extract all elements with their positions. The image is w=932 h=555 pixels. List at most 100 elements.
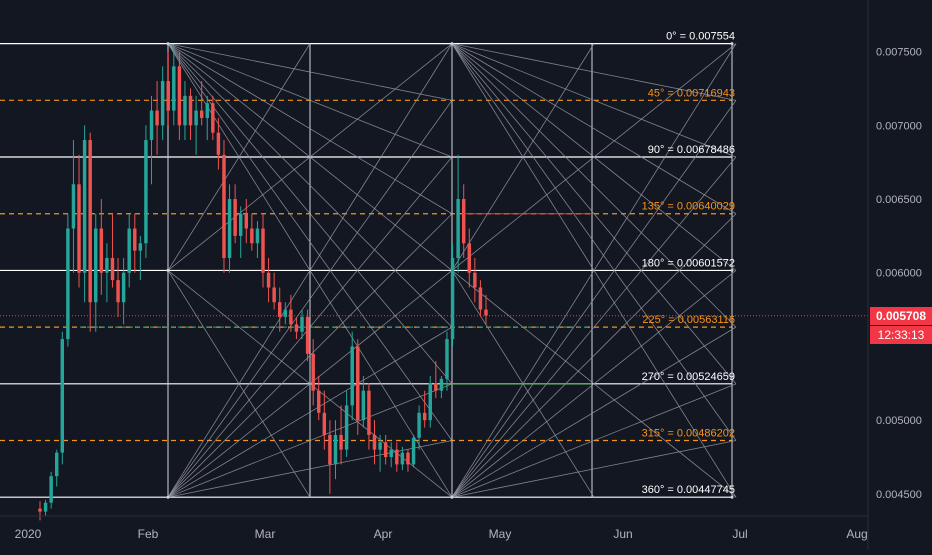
- time-axis-tick-label: Apr: [374, 527, 393, 541]
- candle-body: [144, 140, 148, 244]
- candle-body: [277, 302, 282, 317]
- gann-fan-line-26: [451, 156, 737, 498]
- candle-body: [49, 476, 53, 503]
- candle-body: [283, 309, 288, 317]
- gann-anchor-point-1: [166, 268, 170, 272]
- time-axis-tick-label: Jul: [732, 527, 747, 541]
- candle-body: [255, 228, 260, 244]
- gann-fan-line-24: [451, 43, 737, 498]
- gann-fan-line-8: [451, 43, 737, 101]
- gann-fan-line-30: [451, 383, 737, 498]
- time-axis-tick-label: 2020: [15, 527, 42, 541]
- candle-body: [372, 434, 377, 450]
- gann-fan-line-22: [167, 383, 453, 498]
- candle-body: [395, 449, 399, 465]
- gann-fan-line-18: [167, 156, 453, 498]
- gann-fan-line-29: [451, 326, 737, 498]
- candle-body: [227, 199, 232, 258]
- candle-body: [333, 434, 338, 465]
- gann-fan-line-16: [167, 43, 453, 498]
- gann-anchor-point-8: [730, 495, 734, 499]
- time-axis-tick-label: Jun: [613, 527, 632, 541]
- candle-body: [188, 95, 193, 126]
- candle-body: [250, 228, 254, 244]
- candle-body: [350, 346, 354, 406]
- candle-body: [411, 437, 416, 465]
- gann-fan-line-14: [451, 43, 737, 441]
- price-axis-tick-label: 0.007500: [876, 47, 922, 59]
- gann-level-label-4: 180° = 0.00601572: [642, 257, 735, 269]
- gann-fan-line-1: [167, 43, 453, 158]
- candle-body: [322, 412, 327, 435]
- candle-body: [238, 213, 243, 236]
- price-axis-tick-label: 0.005000: [876, 415, 922, 427]
- gann-fan-line-10: [451, 43, 737, 215]
- gann-level-label-2: 90° = 0.00678486: [648, 144, 735, 156]
- gann-anchor-point-5: [450, 495, 454, 499]
- gann-fan-line-23: [167, 440, 453, 498]
- candle-body: [54, 452, 59, 477]
- candle-body: [60, 339, 65, 453]
- candle-body: [361, 390, 366, 421]
- gann-level-label-0: 0° = 0.007554: [666, 31, 735, 43]
- gann-anchor-point-0: [166, 42, 170, 46]
- candle-body: [110, 258, 115, 281]
- candle-body: [344, 405, 349, 450]
- candle-body: [233, 199, 237, 236]
- gann-level-label-1: 45° = 0.00716943: [648, 87, 735, 99]
- candle-body: [461, 199, 466, 244]
- time-axis-tick-label: Feb: [138, 527, 159, 541]
- candle-body: [450, 258, 455, 340]
- candle-body: [266, 272, 271, 288]
- bar-countdown-badge: 12:33:13: [870, 325, 932, 344]
- candle-body: [205, 103, 209, 118]
- candle-body: [116, 280, 120, 303]
- gann-fan-line-25: [451, 100, 737, 498]
- candle-body: [183, 95, 187, 126]
- gann-fan-line-38: [451, 43, 595, 271]
- candle-body: [434, 383, 438, 391]
- gann-level-labels: 0° = 0.007554 45° = 0.00716943 90° = 0.006…: [642, 31, 735, 497]
- candlestick-series: [0, 44, 868, 521]
- candle-body: [94, 228, 98, 303]
- candle-body: [484, 309, 488, 316]
- candle-body: [289, 309, 293, 325]
- candle-body: [149, 110, 154, 141]
- candle-body: [127, 228, 131, 273]
- gann-fan-line-27: [451, 213, 737, 498]
- price-axis[interactable]: 0.007500 0.007000 0.006500 0.006000 0.005000…: [876, 47, 922, 501]
- price-axis-tick-label: 0.004500: [876, 489, 922, 501]
- candle-body: [261, 228, 265, 273]
- candle-body: [478, 287, 483, 310]
- candle-body: [199, 110, 204, 118]
- candle-body: [194, 110, 198, 126]
- candle-body: [400, 452, 405, 465]
- candle-body: [66, 228, 70, 340]
- candle-body: [378, 442, 382, 450]
- time-axis[interactable]: 2020 Feb Mar Apr May Jun Jul Aug: [15, 527, 868, 541]
- candle-body: [367, 390, 371, 435]
- candle-body: [439, 378, 444, 391]
- candle-body: [133, 228, 137, 251]
- gann-level-label-6: 270° = 0.00524659: [642, 371, 735, 383]
- gann-fan-line-33: [167, 270, 453, 498]
- gann-anchor-point-2: [166, 495, 170, 499]
- gann-level-label-7: 315° = 0.00486202: [642, 428, 735, 440]
- candle-body: [166, 81, 170, 111]
- candle-body: [272, 287, 276, 303]
- candle-body: [38, 508, 42, 512]
- candle-body: [244, 213, 249, 229]
- candle-body: [77, 184, 81, 273]
- candle-body: [160, 81, 165, 126]
- candle-body: [105, 258, 109, 273]
- gann-fan-line-37: [451, 270, 737, 498]
- candle-body: [311, 353, 315, 391]
- time-axis-tick-label: Aug: [846, 527, 867, 541]
- gann-level-label-8: 360° = 0.00447745: [642, 484, 735, 496]
- gann-anchor-point-3: [450, 42, 454, 46]
- price-axis-tick-label: 0.007000: [876, 120, 922, 132]
- candle-body: [177, 66, 182, 126]
